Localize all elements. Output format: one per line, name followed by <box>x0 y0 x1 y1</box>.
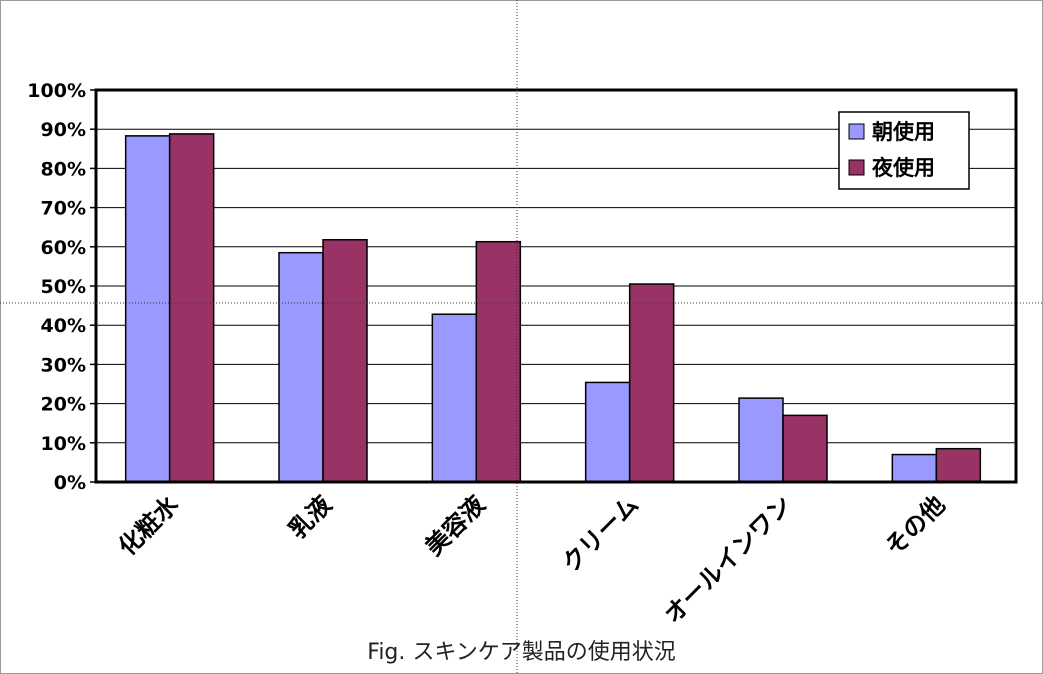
legend-swatch-0 <box>848 123 865 140</box>
y-tick-label: 70% <box>41 198 86 220</box>
plot-area-border <box>94 88 1018 484</box>
bar-morning-1 <box>278 251 324 483</box>
x-category-label: その他 <box>880 490 951 561</box>
bar-night-1 <box>322 238 368 483</box>
legend-label-0: 朝使用 <box>872 120 935 144</box>
y-tick-label: 80% <box>41 158 86 180</box>
bar-night-0 <box>168 133 215 483</box>
bar-night-3 <box>628 283 675 483</box>
x-category-label: クリーム <box>557 490 644 577</box>
y-tick-label: 90% <box>41 119 86 141</box>
y-tick-label: 10% <box>41 433 86 455</box>
y-tick-label: 100% <box>27 80 86 102</box>
y-tick-label: 50% <box>41 276 86 298</box>
x-category-label: オールインワン <box>659 490 798 629</box>
bar-morning-2 <box>431 313 478 483</box>
x-category-label: 美容液 <box>420 490 491 561</box>
bar-morning-5 <box>891 453 938 483</box>
y-tick-label: 60% <box>41 237 86 259</box>
bar-night-5 <box>935 447 982 483</box>
bar-morning-0 <box>124 135 171 483</box>
x-category-label: 化粧水 <box>113 490 184 561</box>
x-category-label: 乳液 <box>284 490 338 544</box>
legend-label-1: 夜使用 <box>871 156 935 180</box>
y-tick-label: 0% <box>54 472 86 494</box>
y-tick-label: 20% <box>41 394 86 416</box>
legend-swatch-1 <box>848 159 865 176</box>
figure-caption: Fig. スキンケア製品の使用状況 <box>367 640 676 665</box>
bar-night-4 <box>782 414 828 483</box>
bar-morning-4 <box>738 397 784 483</box>
bar-night-2 <box>475 240 522 483</box>
bar-morning-3 <box>584 381 631 483</box>
y-tick-label: 30% <box>41 354 86 376</box>
y-tick-label: 40% <box>41 315 86 337</box>
